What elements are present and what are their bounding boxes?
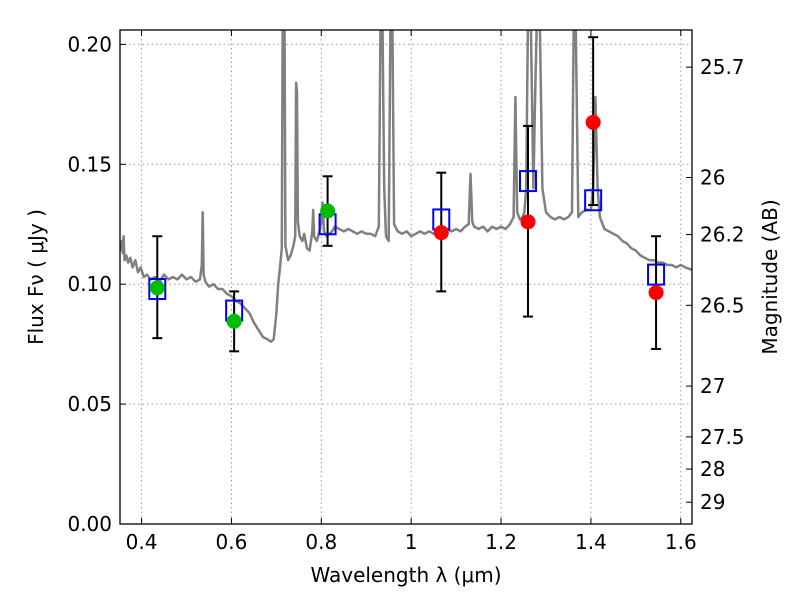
x-tick-label: 1.6 bbox=[665, 530, 697, 554]
y2-tick-label: 27 bbox=[700, 374, 725, 398]
plot-area bbox=[120, 30, 692, 353]
optical-point-marker bbox=[149, 280, 165, 296]
synthetic-square-marker bbox=[148, 277, 167, 300]
y2-tick-label: 26.5 bbox=[700, 293, 745, 317]
x-tick-label: 1.4 bbox=[575, 530, 607, 554]
model-spectrum-line bbox=[120, 30, 692, 343]
synthetic-square-marker bbox=[647, 263, 666, 286]
y2-tick-label: 28 bbox=[700, 457, 725, 481]
x-tick-label: 0.4 bbox=[126, 530, 158, 554]
x-axis-label: Wavelength λ (μm) bbox=[310, 563, 501, 587]
nir-point-marker bbox=[585, 114, 601, 130]
plot-background bbox=[120, 30, 692, 524]
plot-frame bbox=[119, 29, 693, 525]
y2-tick-label: 27.5 bbox=[700, 425, 745, 449]
y-tick-label: 0.20 bbox=[67, 32, 112, 56]
y-tick-label: 0.05 bbox=[67, 392, 112, 416]
y-tick-label: 0.15 bbox=[67, 152, 112, 176]
y2-tick-label: 25.7 bbox=[700, 55, 745, 79]
x-tick-label: 0.8 bbox=[305, 530, 337, 554]
y-axis-label: Flux Fν ( μJy ) bbox=[24, 209, 48, 345]
synthetic-square-marker bbox=[584, 189, 603, 212]
y2-axis-label: Magnitude (AB) bbox=[758, 199, 782, 354]
y2-tick-label: 26 bbox=[700, 165, 725, 189]
x-tick-label: 1.2 bbox=[485, 530, 517, 554]
y-tick-label: 0.10 bbox=[67, 272, 112, 296]
y2-tick-label: 29 bbox=[700, 490, 725, 514]
nir-point-marker bbox=[520, 214, 536, 230]
synthetic-square-marker bbox=[518, 170, 537, 193]
x-tick-label: 1 bbox=[405, 530, 418, 554]
axes: 0.4 0.6 0.8 1 1.2 1.4 1.6 0.00 0.05 0.10 0.15 0.20 2… bbox=[67, 30, 745, 554]
optical-point-marker bbox=[320, 203, 336, 219]
x-tick-label: 0.6 bbox=[216, 530, 248, 554]
optical-point-marker bbox=[226, 313, 242, 329]
nir-point-marker bbox=[433, 225, 449, 241]
y-tick-label: 0.00 bbox=[67, 512, 112, 536]
y2-tick-label: 26.2 bbox=[700, 223, 745, 247]
nir-point-marker bbox=[648, 285, 664, 301]
